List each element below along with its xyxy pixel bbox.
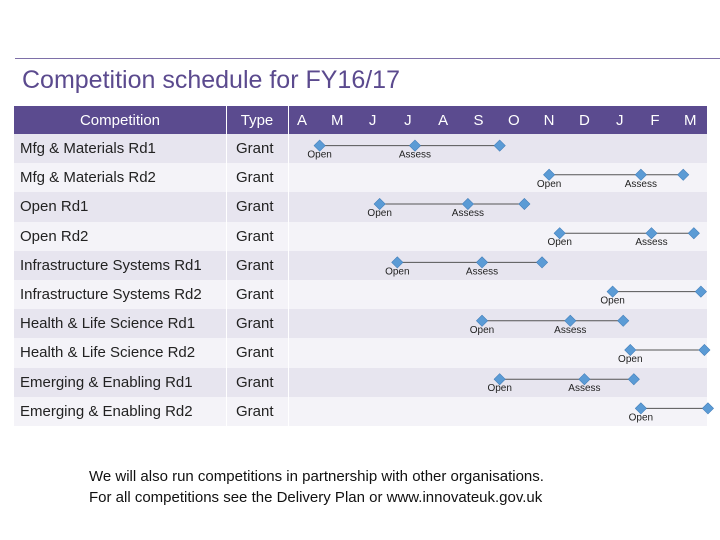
competition-name: Health & Life Science Rd2 bbox=[20, 344, 196, 362]
competition-name: Emerging & Enabling Rd2 bbox=[20, 402, 193, 420]
competition-type: Grant bbox=[236, 315, 274, 333]
competition-type: Grant bbox=[236, 227, 274, 245]
table-row: Health & Life Science Rd2 Grant bbox=[14, 338, 707, 368]
column-divider bbox=[288, 134, 289, 164]
table-header: Competition Type A M J J A S O N D J F M bbox=[14, 106, 707, 134]
competition-type: Grant bbox=[236, 344, 274, 362]
header-month: D bbox=[578, 111, 590, 129]
column-divider bbox=[226, 163, 227, 193]
table-row: Open Rd1 Grant bbox=[14, 192, 707, 222]
competition-name: Mfg & Materials Rd2 bbox=[20, 169, 156, 187]
table-row: Mfg & Materials Rd2 Grant bbox=[14, 163, 707, 193]
table-row: Mfg & Materials Rd1 Grant bbox=[14, 134, 707, 164]
table-row: Infrastructure Systems Rd1 Grant bbox=[14, 250, 707, 280]
competition-type: Grant bbox=[236, 256, 274, 274]
table-body: Mfg & Materials Rd1 Grant Mfg & Materials … bbox=[14, 134, 707, 426]
header-competition: Competition bbox=[79, 111, 161, 129]
column-divider bbox=[226, 279, 227, 310]
header-month: S bbox=[473, 111, 484, 129]
column-divider bbox=[288, 338, 289, 368]
column-divider bbox=[226, 250, 227, 280]
competition-type: Grant bbox=[236, 198, 274, 216]
competition-name: Health & Life Science Rd1 bbox=[20, 315, 196, 333]
competition-type: Grant bbox=[236, 140, 274, 158]
competition-type: Grant bbox=[236, 373, 274, 391]
header-month: N bbox=[543, 111, 555, 129]
header-month: A bbox=[438, 111, 449, 129]
column-divider bbox=[226, 367, 227, 397]
header-month: M bbox=[331, 111, 344, 129]
footer-note-line-2: For all competitions see the Delivery Pl… bbox=[89, 489, 543, 506]
column-divider bbox=[288, 309, 289, 339]
column-divider bbox=[288, 367, 289, 397]
header-divider bbox=[226, 106, 227, 134]
header-month: J bbox=[615, 111, 624, 129]
column-divider bbox=[226, 338, 227, 368]
table-row: Open Rd2 Grant bbox=[14, 221, 707, 251]
header-month: M bbox=[684, 111, 697, 129]
column-divider bbox=[288, 221, 289, 251]
column-divider bbox=[288, 163, 289, 193]
footer-note: We will also run competitions in partner… bbox=[89, 466, 649, 508]
title-rule bbox=[15, 58, 720, 59]
table-row: Emerging & Enabling Rd1 Grant bbox=[14, 367, 707, 397]
competition-name: Emerging & Enabling Rd1 bbox=[20, 373, 193, 391]
column-divider bbox=[226, 192, 227, 222]
competition-name: Open Rd1 bbox=[20, 198, 89, 216]
column-divider bbox=[226, 396, 227, 426]
table-row: Health & Life Science Rd1 Grant bbox=[14, 309, 707, 339]
column-divider bbox=[288, 192, 289, 222]
column-divider bbox=[288, 250, 289, 280]
competition-name: Infrastructure Systems Rd2 bbox=[20, 286, 202, 304]
table-row: Emerging & Enabling Rd2 Grant bbox=[14, 396, 707, 426]
header-divider bbox=[288, 106, 289, 134]
footer-note-line-1: We will also run competitions in partner… bbox=[89, 468, 544, 485]
page-title: Competition schedule for FY16/17 bbox=[22, 66, 400, 94]
header-month: O bbox=[507, 111, 520, 129]
column-divider bbox=[226, 134, 227, 164]
header-month: J bbox=[368, 111, 377, 129]
header-month: J bbox=[404, 111, 412, 129]
header-month: F bbox=[650, 111, 660, 129]
competition-name: Mfg & Materials Rd1 bbox=[20, 140, 156, 158]
column-divider bbox=[288, 279, 289, 310]
schedule-table: Competition Type A M J J A S O N D J F M Mfg & Mate… bbox=[14, 106, 707, 426]
header-type: Type bbox=[240, 111, 274, 129]
column-divider bbox=[226, 309, 227, 339]
competition-name: Infrastructure Systems Rd1 bbox=[20, 256, 202, 274]
competition-name: Open Rd2 bbox=[20, 227, 89, 245]
column-divider bbox=[288, 396, 289, 426]
column-divider bbox=[226, 221, 227, 251]
competition-type: Grant bbox=[236, 402, 274, 420]
table-row: Infrastructure Systems Rd2 Grant bbox=[14, 279, 707, 310]
competition-type: Grant bbox=[236, 286, 274, 304]
competition-type: Grant bbox=[236, 169, 274, 187]
header-month: A bbox=[296, 111, 307, 129]
